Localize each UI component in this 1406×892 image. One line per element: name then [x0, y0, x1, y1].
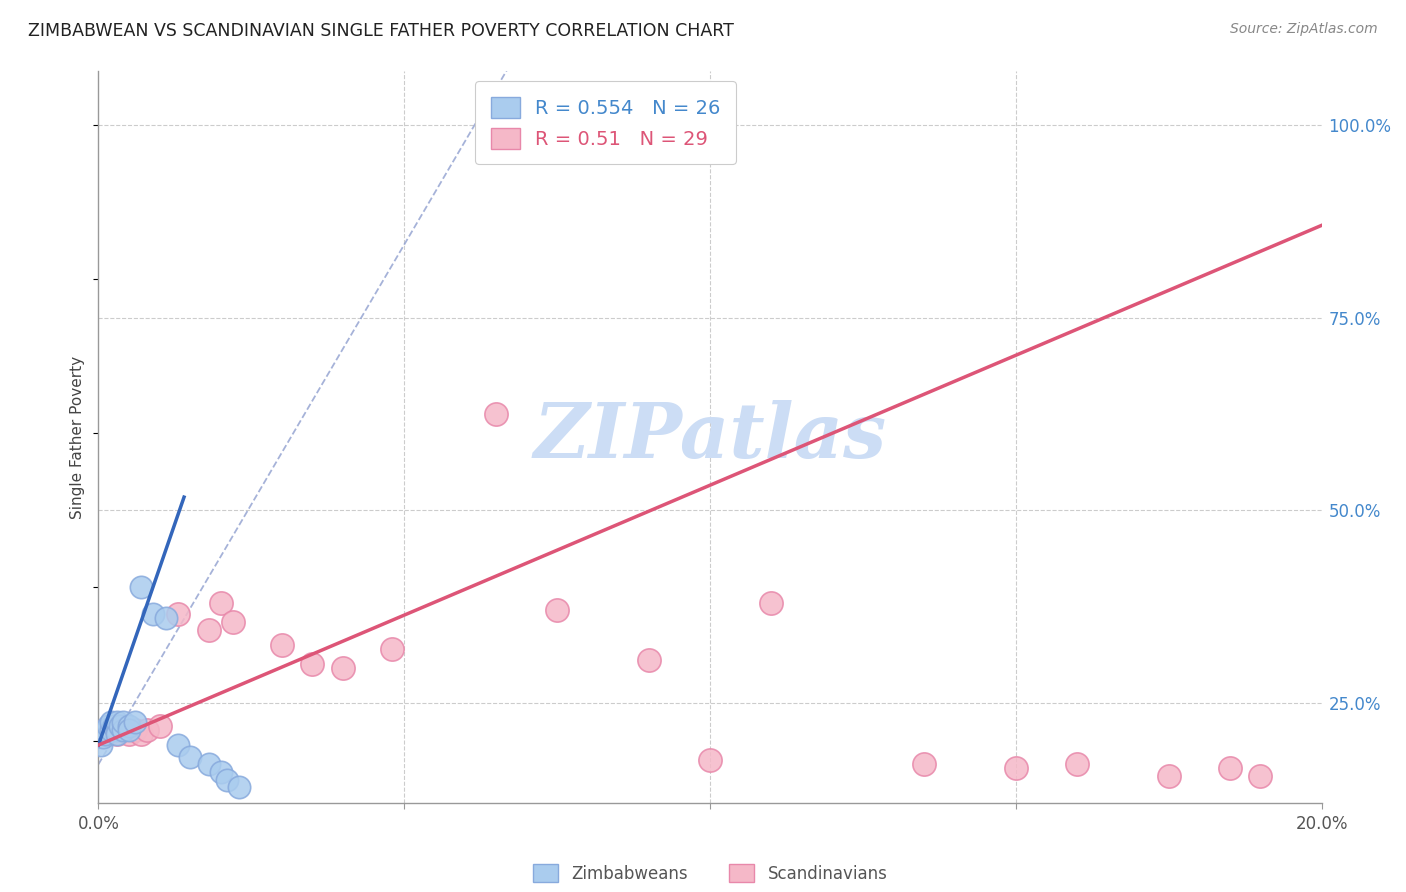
Point — [167, 607, 190, 622]
Point — [118, 726, 141, 740]
Point — [103, 719, 125, 733]
Point — [124, 723, 146, 737]
Point — [1249, 769, 1271, 783]
Point — [105, 714, 128, 729]
Point — [118, 723, 141, 737]
Point — [111, 714, 134, 729]
Point — [637, 653, 661, 667]
Point — [93, 723, 115, 737]
Point — [124, 714, 146, 729]
Point — [105, 723, 128, 737]
Point — [142, 607, 165, 622]
Point — [136, 723, 159, 737]
Point — [381, 641, 404, 656]
Point — [699, 754, 721, 768]
Point — [111, 723, 134, 737]
Point — [105, 726, 128, 740]
Point — [179, 749, 201, 764]
Point — [93, 726, 115, 740]
Point — [100, 723, 122, 737]
Point — [270, 638, 292, 652]
Point — [1219, 761, 1241, 775]
Point — [209, 764, 232, 779]
Text: ZIMBABWEAN VS SCANDINAVIAN SINGLE FATHER POVERTY CORRELATION CHART: ZIMBABWEAN VS SCANDINAVIAN SINGLE FATHER… — [28, 22, 734, 40]
Point — [105, 726, 128, 740]
Point — [100, 714, 122, 729]
Legend: Zimbabweans, Scandinavians: Zimbabweans, Scandinavians — [526, 857, 894, 889]
Point — [93, 723, 115, 737]
Point — [111, 723, 134, 737]
Point — [222, 615, 245, 629]
Point — [90, 738, 112, 752]
Point — [228, 780, 250, 795]
Y-axis label: Single Father Poverty: Single Father Poverty — [70, 356, 86, 518]
Point — [209, 596, 232, 610]
Point — [215, 772, 238, 787]
Text: Source: ZipAtlas.com: Source: ZipAtlas.com — [1230, 22, 1378, 37]
Point — [759, 596, 782, 610]
Point — [97, 719, 120, 733]
Point — [301, 657, 323, 672]
Point — [97, 726, 120, 740]
Point — [155, 611, 177, 625]
Point — [197, 757, 219, 772]
Point — [108, 719, 131, 733]
Point — [1004, 761, 1026, 775]
Point — [149, 719, 172, 733]
Point — [100, 723, 122, 737]
Point — [332, 661, 354, 675]
Point — [912, 757, 935, 772]
Point — [118, 719, 141, 733]
Point — [197, 623, 219, 637]
Point — [485, 407, 508, 421]
Point — [91, 731, 114, 745]
Point — [129, 726, 152, 740]
Point — [167, 738, 190, 752]
Point — [129, 580, 152, 594]
Point — [546, 603, 568, 617]
Point — [1066, 757, 1088, 772]
Point — [1157, 769, 1180, 783]
Text: ZIPatlas: ZIPatlas — [533, 401, 887, 474]
